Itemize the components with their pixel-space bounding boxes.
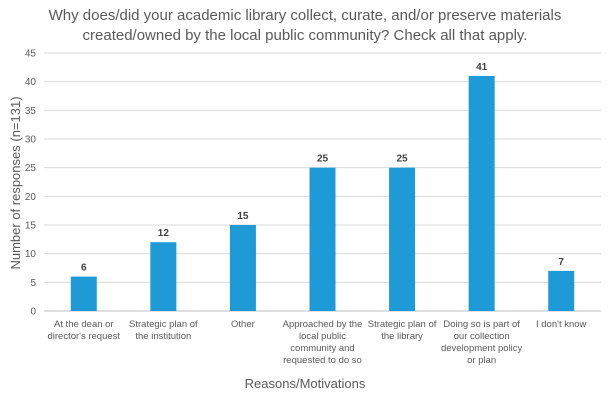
x-tick-label: community and — [290, 343, 354, 354]
data-label: 41 — [476, 62, 488, 73]
data-label: 12 — [158, 228, 170, 239]
x-tick-label: the institution — [135, 331, 191, 342]
x-tick-label: requested to do so — [283, 355, 362, 366]
bar — [229, 225, 256, 311]
data-label: 25 — [397, 154, 409, 165]
data-label: 6 — [81, 263, 87, 274]
y-tick-label: 45 — [25, 49, 37, 60]
y-tick-label: 20 — [25, 192, 37, 203]
x-axis-label: Reasons/Motivations — [245, 376, 366, 391]
y-axis-label: Number of responses (n=131) — [8, 96, 23, 269]
bar — [468, 75, 495, 311]
data-label: 25 — [317, 154, 329, 165]
x-tick-label: Approached by the — [283, 319, 363, 330]
chart-title-line: created/owned by the local public commun… — [83, 27, 528, 44]
data-label: 7 — [558, 257, 564, 268]
y-tick-label: 0 — [30, 307, 36, 318]
bar — [70, 276, 97, 311]
y-tick-label: 25 — [25, 163, 37, 174]
x-tick-label: our collection — [454, 331, 510, 342]
x-tick-label: or plan — [467, 355, 496, 366]
y-tick-label: 15 — [25, 221, 37, 232]
x-tick-label: I don't know — [536, 319, 587, 330]
bar — [309, 167, 336, 311]
x-tick-label: Strategic plan of — [368, 319, 437, 330]
x-tick-label: development policy — [441, 343, 523, 354]
y-tick-label: 35 — [25, 106, 37, 117]
x-tick-label: Other — [231, 319, 255, 330]
y-tick-label: 30 — [25, 135, 37, 146]
x-tick-label: At the dean or — [54, 319, 114, 330]
y-tick-label: 40 — [25, 77, 37, 88]
bar — [548, 270, 575, 311]
x-tick-label: Strategic plan of — [129, 319, 198, 330]
data-label: 15 — [237, 211, 249, 222]
x-tick-label: local public — [299, 331, 346, 342]
x-tick-label: Doing so is part of — [443, 319, 520, 330]
y-tick-label: 5 — [30, 278, 36, 289]
x-tick-label: the library — [381, 331, 423, 342]
x-tick-label: director's request — [47, 331, 120, 342]
bar — [150, 242, 177, 311]
bar — [389, 167, 416, 311]
chart-title-line: Why does/did your academic library colle… — [49, 7, 562, 24]
y-tick-label: 10 — [25, 249, 37, 260]
